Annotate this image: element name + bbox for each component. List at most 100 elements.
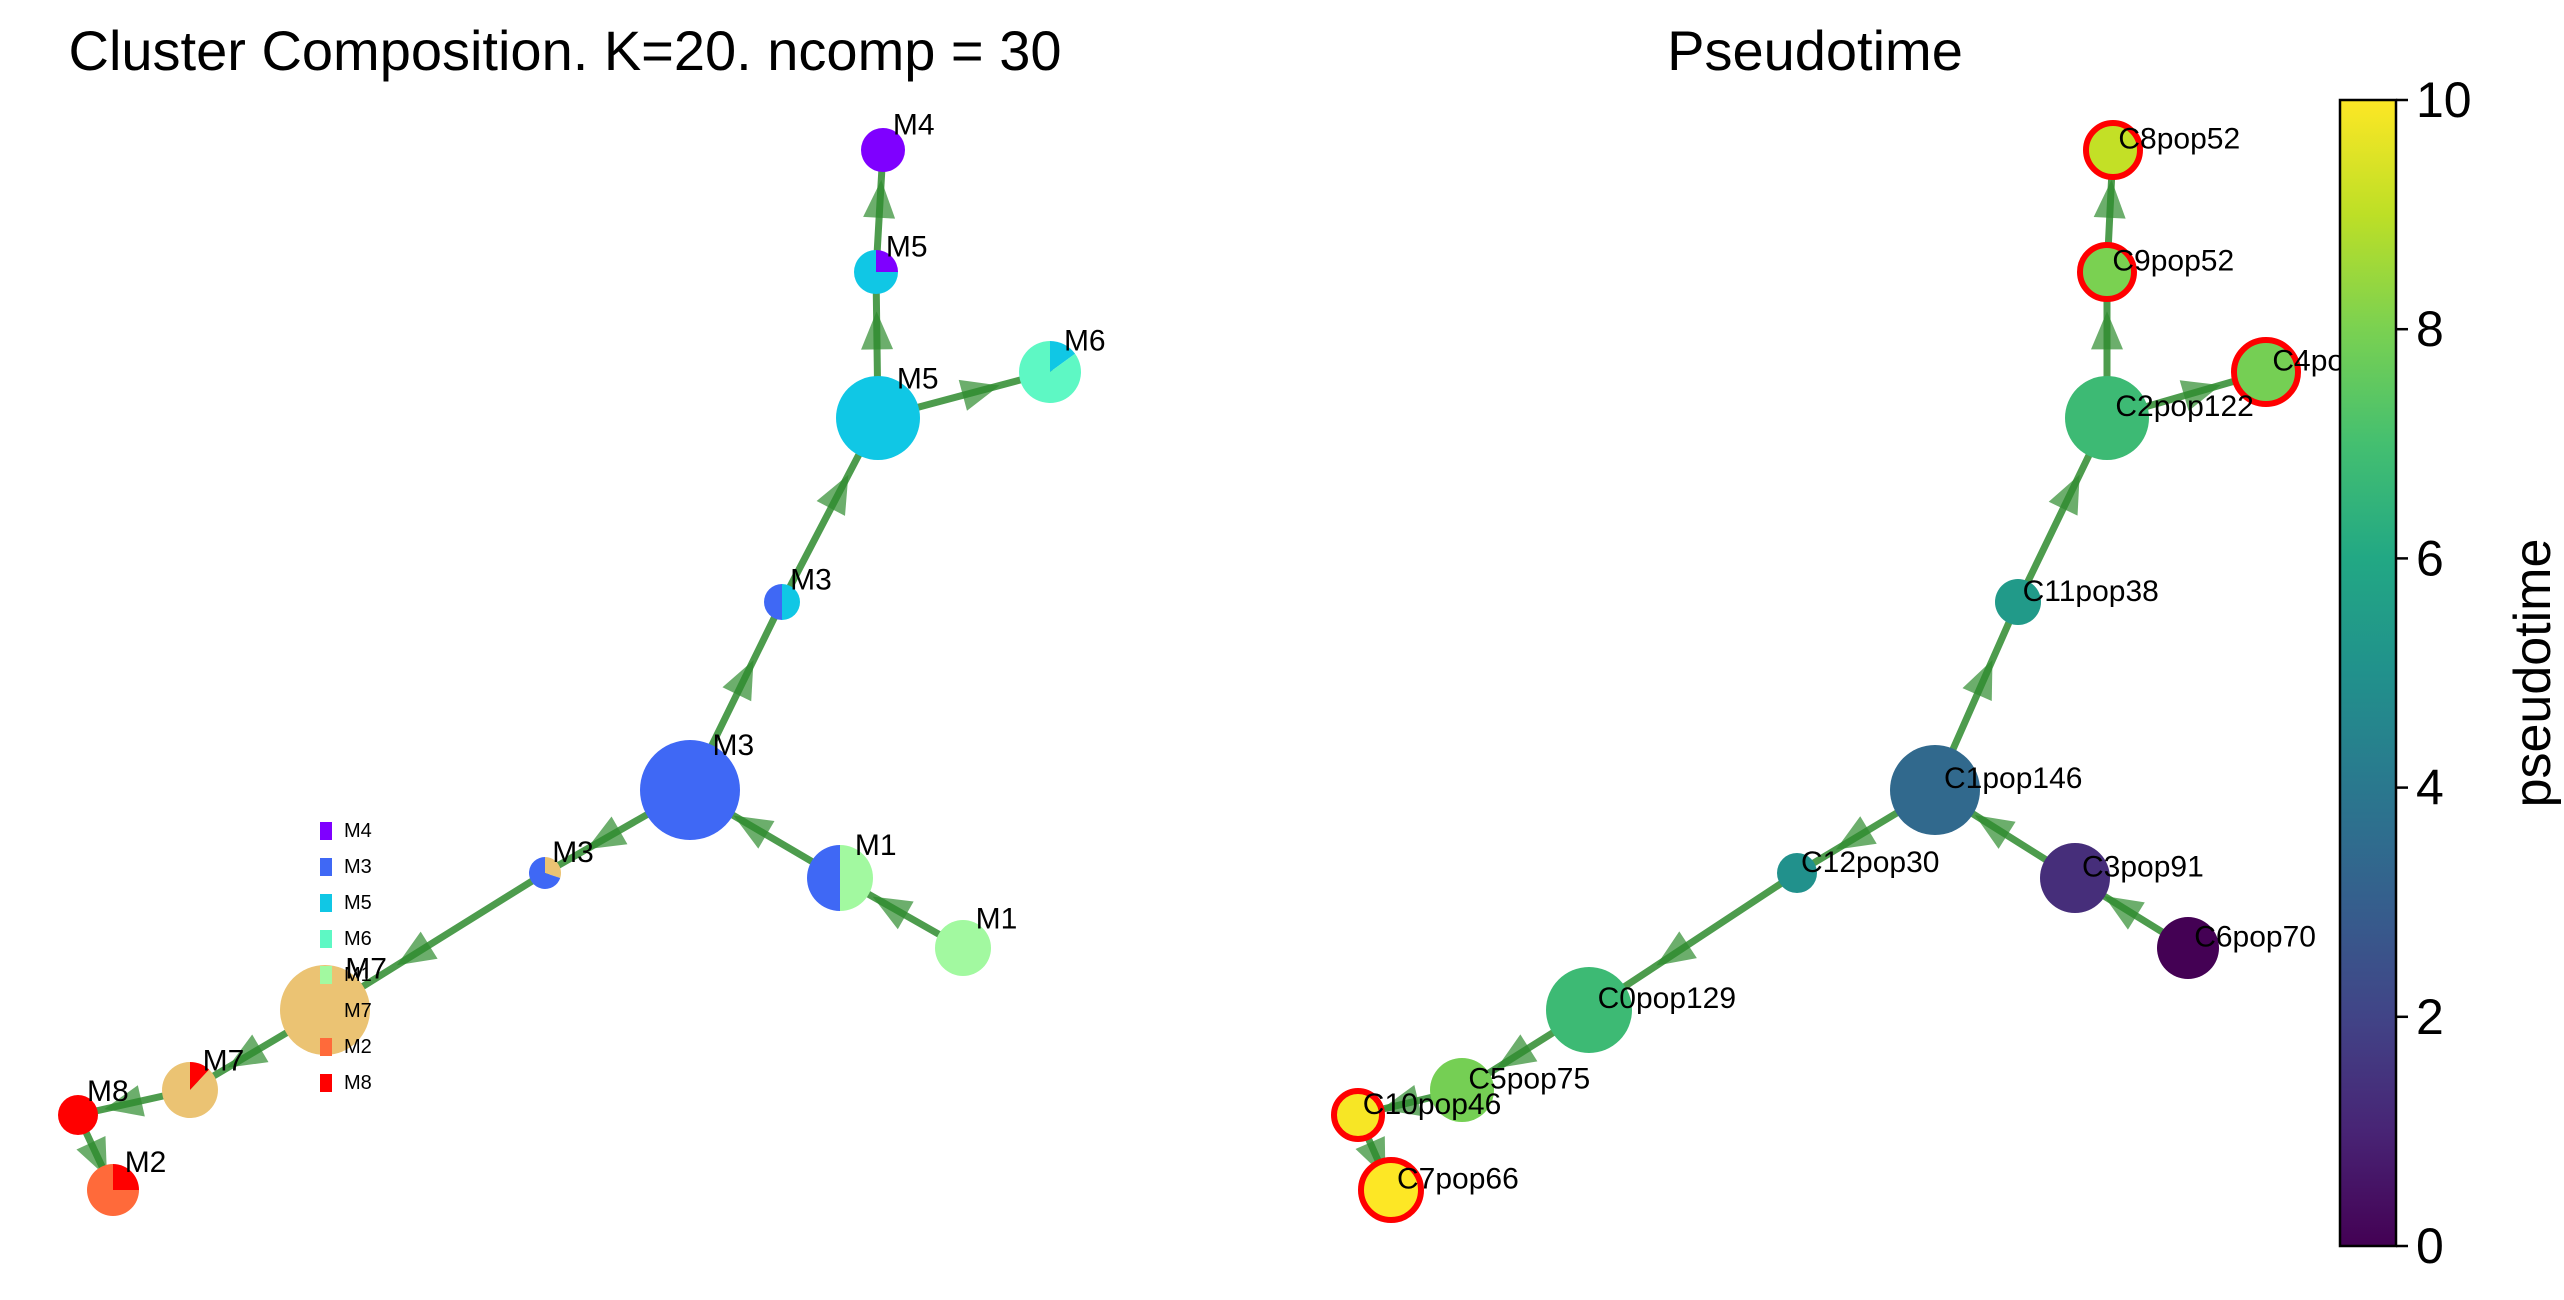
composition-pie xyxy=(807,845,873,911)
right-edge-arrow xyxy=(1835,816,1877,850)
pie-slice xyxy=(1018,341,1081,403)
colorbar-tick-label: 4 xyxy=(2416,760,2444,816)
right-edge-arrow xyxy=(1974,815,2016,849)
legend-swatch xyxy=(320,1002,332,1020)
pie-slice xyxy=(876,250,898,272)
node-label: M4 xyxy=(893,109,935,142)
right-edges xyxy=(1354,146,2270,1194)
pie-slice xyxy=(764,584,782,620)
legend-swatch xyxy=(320,1038,332,1056)
composition-pie xyxy=(854,250,898,294)
left-edge-arrow xyxy=(227,1034,269,1068)
right-edge-arrow xyxy=(2091,311,2123,350)
colorbar: 0 2 4 6 8 10 pseudotime xyxy=(2338,72,2562,1274)
right-edge-arrow xyxy=(2179,380,2221,412)
node-label: M1 xyxy=(855,829,897,862)
composition-pie xyxy=(836,376,920,460)
pseudotime-node xyxy=(1430,1058,1494,1122)
pseudotime-node xyxy=(2040,843,2110,913)
legend-swatch xyxy=(320,822,332,840)
composition-pie xyxy=(162,1062,219,1118)
pie-slice xyxy=(113,1164,139,1190)
colorbar-ticks: 0 2 4 6 8 10 xyxy=(2396,72,2472,1274)
left-legend: M4 M3 M5 M6 M1 M7 M2 M8 xyxy=(320,820,372,1094)
pseudotime-node xyxy=(1546,967,1632,1053)
colorbar-tick-label: 8 xyxy=(2416,301,2444,357)
node-label: C9pop52 xyxy=(2112,245,2234,278)
colorbar-label: pseudotime xyxy=(2504,539,2562,808)
node-label: M6 xyxy=(1064,324,1106,357)
node-label: M8 xyxy=(87,1075,129,1108)
legend-label: M3 xyxy=(344,856,372,878)
composition-pie xyxy=(861,128,905,172)
right-panel: Pseudotime C1pop146C11pop38C2pop122C4pop… xyxy=(1331,19,2394,1223)
legend-swatch xyxy=(320,858,332,876)
colorbar-tick-label: 2 xyxy=(2416,989,2444,1045)
pseudotime-node xyxy=(1890,745,1980,835)
pie-slice xyxy=(836,376,920,460)
legend-label: M2 xyxy=(344,1036,372,1058)
right-edge-arrow xyxy=(1962,659,1993,702)
left-edge-arrow xyxy=(816,474,849,516)
composition-pie xyxy=(640,740,740,840)
left-panel-title: Cluster Composition. K=20. ncomp = 30 xyxy=(69,19,1062,82)
node-label: C5pop75 xyxy=(1468,1062,1590,1095)
left-edge-arrow xyxy=(396,931,438,966)
node-label: C1pop146 xyxy=(1944,762,2082,795)
node-label: C8pop52 xyxy=(2118,123,2240,156)
pseudotime-node xyxy=(2157,917,2219,979)
node-label: M3 xyxy=(713,729,755,762)
colorbar-gradient xyxy=(2338,98,2398,1248)
legend-label: M6 xyxy=(344,928,372,950)
pie-slice xyxy=(854,250,898,294)
legend-label: M8 xyxy=(344,1072,372,1094)
composition-pie xyxy=(764,584,800,620)
terminal-node xyxy=(1331,1088,1385,1142)
pseudotime-node xyxy=(2065,376,2149,460)
composition-pie xyxy=(87,1164,139,1216)
legend-label: M5 xyxy=(344,892,372,914)
left-edges xyxy=(74,146,1054,1194)
right-edge-arrow xyxy=(1656,931,1697,966)
pie-slice xyxy=(1050,341,1076,372)
pie-slice xyxy=(807,845,840,911)
composition-pie xyxy=(529,857,561,890)
left-edge-arrow xyxy=(722,660,754,702)
legend-label: M1 xyxy=(344,964,372,986)
pseudotime-node xyxy=(1995,579,2041,625)
node-label: C2pop122 xyxy=(2115,390,2253,423)
legend-swatch xyxy=(320,930,332,948)
pie-slice xyxy=(58,1095,98,1135)
right-nodes xyxy=(1331,120,2301,1223)
pseudotime-node xyxy=(1777,853,1817,893)
node-label: C7pop66 xyxy=(1397,1163,1519,1196)
legend-swatch xyxy=(320,1074,332,1092)
pie-slice xyxy=(545,857,561,878)
left-edge-arrow xyxy=(863,179,896,219)
node-label: M7 xyxy=(345,953,387,986)
node-label: C11pop38 xyxy=(2023,575,2159,608)
node-label: C6pop70 xyxy=(2194,920,2316,953)
terminal-node xyxy=(2077,242,2137,302)
legend-swatch xyxy=(320,966,332,984)
right-edge-arrow xyxy=(2093,179,2126,219)
left-labels: M3 M1 M1 M3 M5 M6 M5 M4 M3 M7 M7 M8 M2 xyxy=(87,109,1106,1179)
pie-slice xyxy=(162,1062,219,1118)
left-edge-arrow xyxy=(586,816,628,850)
legend-label: M7 xyxy=(344,1000,372,1022)
composition-pie xyxy=(1018,341,1081,403)
node-label: M3 xyxy=(790,563,832,596)
terminal-node xyxy=(2083,120,2143,180)
right-edge-arrow xyxy=(1496,1034,1538,1069)
pie-slice xyxy=(935,920,991,976)
colorbar-tick-label: 10 xyxy=(2416,72,2472,128)
colorbar-tick-label: 6 xyxy=(2416,530,2444,586)
left-edge-arrow xyxy=(958,379,1000,411)
right-labels: C1pop146C11pop38C2pop122C4pop33C9pop52C8… xyxy=(1363,123,2394,1196)
right-edge-arrow xyxy=(2104,895,2145,930)
composition-pie xyxy=(935,920,991,976)
left-nodes xyxy=(58,128,1081,1216)
legend-label: M4 xyxy=(344,820,372,842)
left-panel: Cluster Composition. K=20. ncomp = 30 M3… xyxy=(58,19,1106,1216)
